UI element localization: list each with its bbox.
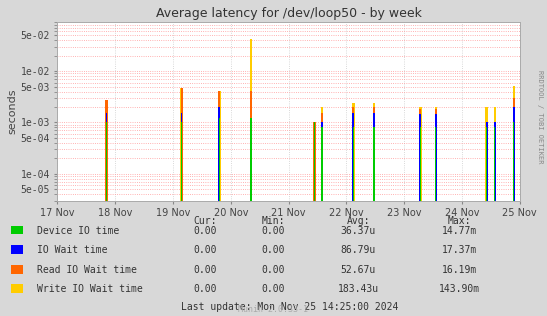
Text: 36.37u: 36.37u	[341, 226, 376, 236]
Bar	[419, 107, 422, 201]
Bar	[313, 122, 316, 201]
Text: 0.00: 0.00	[262, 284, 285, 295]
Bar	[105, 100, 108, 201]
Bar	[493, 107, 496, 201]
Bar	[513, 122, 515, 201]
Bar	[313, 122, 316, 201]
Text: 0.00: 0.00	[194, 265, 217, 275]
Text: Write IO Wait time: Write IO Wait time	[37, 284, 143, 295]
Bar	[106, 122, 107, 201]
Bar	[181, 88, 183, 201]
Bar	[352, 113, 354, 201]
Text: RRDTOOL / TOBI OETIKER: RRDTOOL / TOBI OETIKER	[537, 70, 543, 164]
Text: Last update: Mon Nov 25 14:25:00 2024: Last update: Mon Nov 25 14:25:00 2024	[181, 301, 399, 312]
Bar	[250, 91, 252, 201]
Text: Read IO Wait time: Read IO Wait time	[37, 265, 137, 275]
Bar	[106, 113, 107, 201]
Bar	[373, 103, 375, 201]
Text: Cur:: Cur:	[194, 216, 217, 227]
Bar	[494, 122, 496, 201]
Bar	[434, 107, 437, 201]
Bar	[513, 107, 515, 201]
Bar	[218, 91, 220, 201]
Bar	[181, 88, 183, 201]
Text: 0.00: 0.00	[194, 284, 217, 295]
Text: 86.79u: 86.79u	[341, 245, 376, 255]
Bar	[486, 122, 487, 201]
Bar	[435, 109, 437, 201]
Text: 183.43u: 183.43u	[337, 284, 379, 295]
Bar	[353, 127, 354, 201]
Bar	[181, 113, 183, 201]
Text: 52.67u: 52.67u	[341, 265, 376, 275]
Bar	[251, 118, 252, 201]
Bar	[106, 100, 108, 201]
Bar	[513, 98, 515, 201]
Y-axis label: seconds: seconds	[8, 89, 18, 134]
Bar	[373, 107, 375, 201]
Text: Avg:: Avg:	[347, 216, 370, 227]
Text: Max:: Max:	[448, 216, 471, 227]
Text: 0.00: 0.00	[194, 245, 217, 255]
Bar	[218, 107, 220, 201]
Bar	[486, 127, 487, 201]
Bar	[485, 107, 488, 201]
Bar	[494, 127, 496, 201]
Title: Average latency for /dev/loop50 - by week: Average latency for /dev/loop50 - by wee…	[155, 7, 422, 20]
Text: Device IO time: Device IO time	[37, 226, 119, 236]
Bar	[435, 114, 437, 201]
Bar	[420, 114, 421, 201]
Text: 17.37m: 17.37m	[442, 245, 477, 255]
Bar	[352, 107, 354, 201]
Bar	[374, 127, 375, 201]
Bar	[321, 107, 323, 201]
Bar	[218, 91, 220, 201]
Text: 0.00: 0.00	[262, 265, 285, 275]
Text: 0.00: 0.00	[262, 245, 285, 255]
Bar	[494, 122, 496, 201]
Text: 14.77m: 14.77m	[442, 226, 477, 236]
Bar	[419, 109, 421, 201]
Text: Munin 2.0.33-1: Munin 2.0.33-1	[238, 306, 309, 314]
Bar	[322, 127, 323, 201]
Bar	[219, 118, 220, 201]
Bar	[314, 122, 315, 201]
Bar	[321, 122, 323, 201]
Text: 0.00: 0.00	[262, 226, 285, 236]
Bar	[352, 103, 354, 201]
Bar	[420, 127, 421, 201]
Bar	[250, 118, 252, 201]
Text: 0.00: 0.00	[194, 226, 217, 236]
Text: Min:: Min:	[262, 216, 285, 227]
Text: 16.19m: 16.19m	[442, 265, 477, 275]
Bar	[314, 122, 316, 201]
Text: 143.90m: 143.90m	[439, 284, 480, 295]
Bar	[321, 113, 323, 201]
Bar	[249, 39, 252, 201]
Bar	[181, 122, 182, 201]
Bar	[486, 122, 488, 201]
Bar	[435, 127, 437, 201]
Bar	[373, 113, 375, 201]
Text: IO Wait time: IO Wait time	[37, 245, 108, 255]
Bar	[513, 87, 515, 201]
